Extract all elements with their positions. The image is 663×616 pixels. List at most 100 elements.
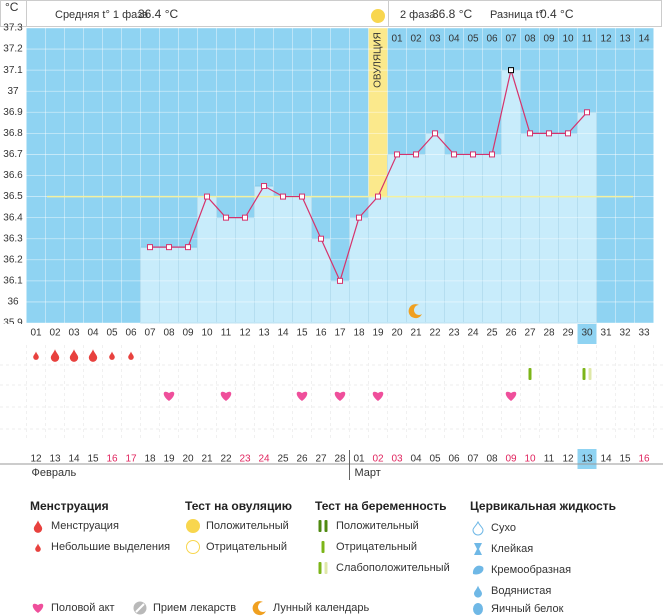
temperature-point (299, 193, 305, 200)
drop (88, 349, 98, 362)
luteal-day-label: 06 (486, 34, 498, 45)
date-label: 04 (410, 454, 422, 465)
x-tick-label: 24 (467, 328, 479, 339)
diff-label: Разница t° (490, 9, 543, 21)
legend-label: Водянистая (491, 585, 551, 597)
temperature-point (470, 151, 476, 158)
x-tick-label: 25 (486, 328, 498, 339)
legend-label: Половой акт (51, 602, 115, 614)
date-label: 14 (600, 454, 612, 465)
x-tick-label: 31 (600, 328, 612, 339)
x-tick-label: 18 (353, 328, 365, 339)
x-tick-label: 27 (524, 328, 536, 339)
date-label: 21 (201, 454, 213, 465)
date-label: 20 (182, 454, 194, 465)
date-label: 15 (619, 454, 631, 465)
cervical-icon (472, 565, 484, 575)
temperature-bar (520, 132, 540, 324)
cervical-icon (473, 603, 483, 615)
date-label: 18 (144, 454, 156, 465)
moon (408, 304, 422, 319)
day-row (0, 324, 663, 344)
date-label: 24 (258, 454, 270, 465)
cervical-icon (474, 585, 482, 598)
month-label: Февраль (32, 467, 77, 479)
drop (50, 349, 60, 362)
legend-label: Положительный (336, 520, 419, 532)
date-label: 16 (638, 454, 650, 465)
legend-label: Прием лекарств (153, 602, 236, 614)
x-tick-label: 01 (30, 328, 42, 339)
temperature-bar (425, 132, 445, 324)
heart (32, 603, 44, 613)
temperature-point (527, 130, 533, 137)
heart (505, 391, 517, 401)
x-tick-label: 07 (144, 328, 156, 339)
date-label: 12 (562, 454, 574, 465)
y-tick-label: 36.9 (3, 107, 23, 118)
x-tick-label: 12 (239, 328, 251, 339)
y-tick-label: 36.1 (3, 275, 23, 286)
pill-line (135, 603, 145, 613)
legend-label: Яичный белок (491, 603, 564, 615)
y-tick-label: 36.6 (3, 170, 23, 181)
header-bar (0, 0, 662, 27)
legend-title: Цервикальная жидкость (470, 499, 616, 513)
ovulation-test (186, 519, 200, 533)
date-label: 19 (163, 454, 175, 465)
luteal-day-label: 05 (467, 34, 479, 45)
x-tick-label: 09 (182, 328, 194, 339)
test-bar (318, 520, 322, 532)
drop-small (33, 351, 39, 360)
luteal-day-label: 01 (391, 34, 403, 45)
temperature-point (451, 151, 457, 158)
temperature-bar (159, 246, 179, 324)
drop-small (35, 543, 41, 552)
test-bar (324, 520, 328, 532)
cervical-icon (472, 520, 484, 536)
temperature-point (356, 214, 362, 221)
drop-small (109, 351, 115, 360)
heart (334, 391, 346, 401)
legend-title: Тест на овуляцию (185, 499, 292, 513)
phase1-label: Средняя t° 1 фаза (55, 9, 149, 21)
temperature-point (280, 193, 286, 200)
y-tick-label: 36.4 (3, 212, 23, 223)
x-tick-label: 19 (372, 328, 384, 339)
date-label: 05 (429, 454, 441, 465)
temperature-point (375, 193, 381, 200)
moon (252, 601, 266, 616)
date-label: 11 (544, 454, 555, 465)
drop (33, 520, 43, 533)
date-label: 14 (68, 454, 80, 465)
date-label: 26 (296, 454, 308, 465)
x-tick-label: 06 (125, 328, 137, 339)
ovulation-label: ОВУЛЯЦИЯ (373, 32, 384, 88)
x-tick-label: 21 (410, 328, 422, 339)
x-tick-label: 23 (448, 328, 460, 339)
y-tick-label: 37 (7, 86, 19, 97)
temperature-bar (216, 217, 236, 324)
test-bar (324, 562, 328, 574)
legend-title: Менструация (30, 499, 109, 513)
temperature-line (150, 67, 588, 283)
drop-small (128, 351, 134, 360)
luteal-day-label: 04 (448, 34, 460, 45)
legend-title: Тест на беременность (315, 499, 446, 513)
x-tick-label: 08 (163, 328, 175, 339)
y-tick-label: 36 (7, 297, 19, 308)
test-bar (582, 368, 586, 380)
x-tick-label: 14 (277, 328, 289, 339)
y-tick-label: 36.3 (3, 233, 23, 244)
temperature-point (166, 244, 172, 251)
cervical-icon (474, 543, 482, 555)
x-tick-label: 16 (315, 328, 327, 339)
date-label: 09 (505, 454, 517, 465)
legend-label: Клейкая (491, 543, 533, 555)
phase2-label: 2 фаза (400, 9, 436, 21)
y-tick-label: 36.7 (3, 149, 23, 160)
heart (220, 391, 232, 401)
luteal-day-label: 03 (429, 34, 441, 45)
